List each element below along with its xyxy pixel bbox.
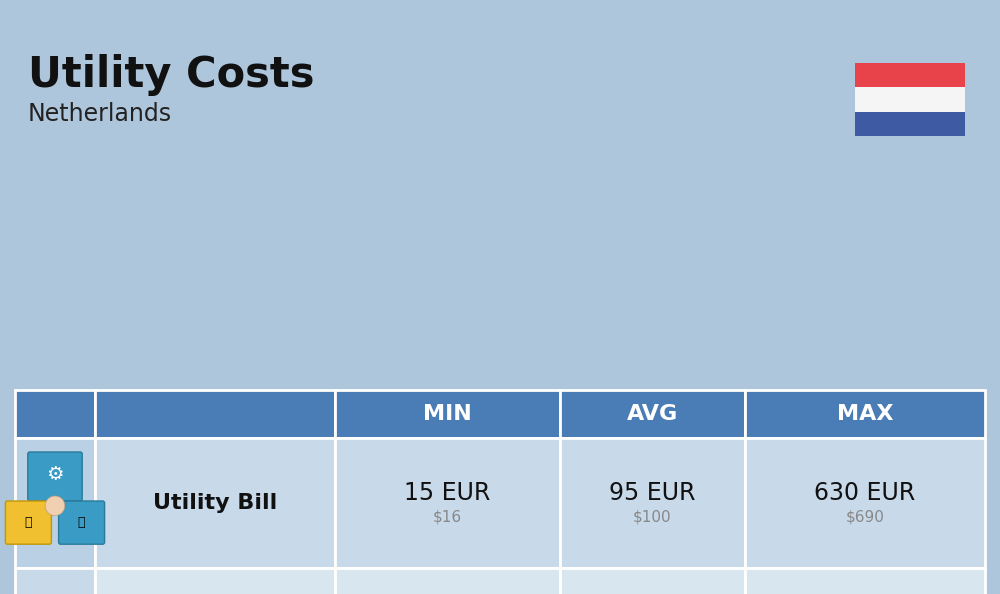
- Bar: [745, 438, 985, 568]
- FancyBboxPatch shape: [5, 501, 51, 544]
- Bar: [95, 438, 335, 568]
- Bar: [335, 390, 560, 438]
- Text: Netherlands: Netherlands: [28, 102, 172, 126]
- Bar: [745, 390, 985, 438]
- Text: $100: $100: [633, 510, 672, 525]
- Bar: [855, 63, 965, 87]
- Text: 🔌: 🔌: [25, 516, 32, 529]
- Bar: [95, 568, 335, 594]
- Text: 630 EUR: 630 EUR: [814, 481, 916, 505]
- Bar: [15, 438, 95, 568]
- Bar: [335, 568, 560, 594]
- Text: MAX: MAX: [837, 404, 893, 424]
- Bar: [855, 112, 965, 136]
- Text: $16: $16: [433, 510, 462, 525]
- Bar: [15, 390, 95, 438]
- Bar: [745, 568, 985, 594]
- Bar: [95, 390, 335, 438]
- Text: Utility Bill: Utility Bill: [153, 493, 277, 513]
- Text: $690: $690: [846, 510, 884, 525]
- Text: Utility Costs: Utility Costs: [28, 54, 314, 96]
- Bar: [855, 87, 965, 112]
- Text: ⚙: ⚙: [46, 466, 64, 485]
- Bar: [15, 568, 95, 594]
- Bar: [560, 438, 745, 568]
- FancyBboxPatch shape: [59, 501, 105, 544]
- Text: MIN: MIN: [423, 404, 472, 424]
- Text: 15 EUR: 15 EUR: [404, 481, 491, 505]
- Text: AVG: AVG: [627, 404, 678, 424]
- Text: 🚰: 🚰: [78, 516, 85, 529]
- Circle shape: [45, 496, 65, 516]
- FancyBboxPatch shape: [28, 452, 82, 501]
- Text: 95 EUR: 95 EUR: [609, 481, 696, 505]
- Bar: [560, 568, 745, 594]
- Bar: [335, 438, 560, 568]
- Bar: [560, 390, 745, 438]
